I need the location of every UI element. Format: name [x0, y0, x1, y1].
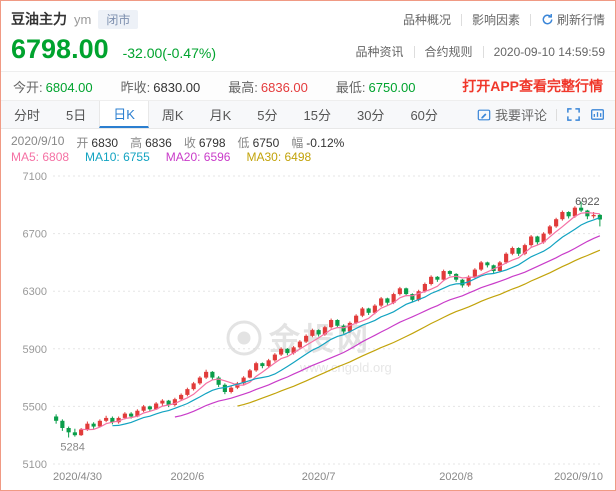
fullscreen-icon	[567, 108, 580, 121]
chart-area: 2020/9/10 开 6830 高 6836 收 6798 低 6750 幅 -0.12% MA…	[1, 129, 615, 488]
stat-item: 今开: 6804.00	[13, 79, 93, 95]
open-app-link[interactable]: 打开APP查看完整行情	[462, 78, 603, 94]
ma-legend-ma20: MA20: 6596	[165, 150, 231, 164]
stat-item: 最低: 6750.00	[335, 79, 416, 95]
svg-text:6700: 6700	[23, 229, 47, 241]
svg-text:6922: 6922	[575, 196, 599, 208]
watermark-logo-dot	[237, 331, 251, 345]
instrument-symbol: ym	[74, 11, 92, 27]
link-variety-overview[interactable]: 品种概况	[402, 13, 451, 27]
header-left: 豆油主力 ym 闭市 6798.00 -32.00(-0.47%)	[11, 9, 216, 65]
ohlc-item: 幅 -0.12%	[291, 136, 345, 150]
stat-item: 昨收: 6830.00	[120, 79, 201, 95]
price-change: -32.00(-0.47%)	[122, 45, 216, 61]
ohlc-item: 开 6830	[76, 136, 119, 150]
ohlc-item: 高 6836	[130, 136, 172, 150]
popout-chart-button[interactable]	[590, 107, 605, 122]
period-tab-1[interactable]: 分时	[14, 108, 41, 123]
svg-text:7100: 7100	[23, 171, 47, 183]
watermark-logo-icon	[226, 320, 262, 356]
comment-pencil-icon	[477, 109, 491, 120]
period-tab-7[interactable]: 15分	[303, 108, 331, 123]
last-price: 6798.00	[11, 34, 109, 64]
tabs-list: 分时 5日 日K 周K 月K 5分 15分 30分 60分	[1, 101, 451, 128]
bar-date: 2020/9/10	[11, 134, 65, 148]
ohlc-item: 收 6798	[183, 136, 226, 150]
ma-legend: MA5: 6808 MA10: 6755 MA20: 6596 MA30: 6498	[7, 149, 609, 166]
grid-layer: 7100 6700 6300 5900 5500 5100	[23, 171, 603, 471]
stat-item: 最高: 6836.00	[228, 79, 308, 95]
period-tab-9[interactable]: 60分	[410, 108, 438, 123]
comment-label: 我要评论	[494, 108, 547, 123]
period-tab-2[interactable]: 5日	[66, 108, 87, 123]
refresh-quotes-button[interactable]: 刷新行情	[541, 11, 605, 28]
svg-text:2020/9/10: 2020/9/10	[554, 471, 603, 483]
svg-text:2020/4/30: 2020/4/30	[53, 471, 102, 483]
divider	[413, 45, 415, 58]
ohlc-info-line: 2020/9/10 开 6830 高 6836 收 6798 低 6750 幅 -0.12%	[7, 132, 609, 150]
candlestick-chart[interactable]: 7100 6700 6300 5900 5500 5100 金投网 www.cngold.…	[7, 166, 609, 488]
tabs-right-controls: 我要评论	[477, 101, 615, 128]
stats-items: 今开: 6804.00 昨收: 6830.00 最高: 6836.00 最低: 6750.00	[13, 77, 444, 96]
svg-text:2020/7: 2020/7	[302, 471, 336, 483]
period-tab-4[interactable]: 周K	[161, 108, 184, 123]
refresh-label: 刷新行情	[556, 13, 605, 27]
divider	[482, 45, 484, 58]
ma-legend-ma5: MA5: 6808	[11, 150, 70, 164]
quote-timestamp: 2020-09-10 14:59:59	[493, 44, 605, 59]
market-status-badge: 闭市	[98, 9, 139, 29]
instrument-name: 豆油主力	[11, 11, 67, 27]
period-tab-6[interactable]: 5分	[257, 108, 278, 123]
fullscreen-button[interactable]	[566, 107, 581, 122]
period-tab-3[interactable]: 日K	[99, 101, 149, 128]
ma-layer	[81, 211, 601, 431]
svg-text:5100: 5100	[23, 459, 47, 471]
header: 豆油主力 ym 闭市 6798.00 -32.00(-0.47%) 品种概况 影…	[1, 1, 615, 71]
svg-text:5500: 5500	[23, 401, 47, 413]
divider	[460, 13, 462, 26]
watermark-url: www.cngold.org	[299, 360, 392, 375]
comment-button[interactable]: 我要评论	[477, 105, 547, 124]
svg-text:5284: 5284	[60, 442, 84, 454]
ma-legend-ma10: MA10: 6755	[85, 150, 150, 164]
stats-bar: 今开: 6804.00 昨收: 6830.00 最高: 6836.00 最低: 6750.00…	[1, 71, 615, 101]
svg-text:2020/6: 2020/6	[171, 471, 205, 483]
divider	[529, 13, 531, 26]
link-influencing-factors[interactable]: 影响因素	[471, 13, 520, 27]
svg-text:5900: 5900	[23, 344, 47, 356]
ohlc-values: 开 6830 高 6836 收 6798 低 6750 幅 -0.12%	[76, 134, 345, 150]
period-tabs-bar: 分时 5日 日K 周K 月K 5分 15分 30分 60分 我要评论	[1, 101, 615, 129]
refresh-icon	[542, 13, 553, 25]
svg-text:6300: 6300	[23, 286, 47, 298]
popout-chart-icon	[591, 109, 604, 120]
link-contract-rules[interactable]: 合约规则	[424, 45, 473, 59]
svg-text:2020/8: 2020/8	[439, 471, 473, 483]
ohlc-item: 低 6750	[237, 136, 280, 150]
axis-label-layer: 5284 6922 2020/4/30 2020/6 2020/7 2020/8 2020/…	[53, 196, 603, 483]
period-tab-8[interactable]: 30分	[356, 108, 385, 123]
watermark-brand: 金投网	[268, 322, 371, 357]
period-tab-5[interactable]: 月K	[209, 108, 232, 123]
link-variety-news[interactable]: 品种资讯	[355, 45, 404, 59]
header-right: 品种概况 影响因素 刷新行情 品种资讯 合约规则 2020-09-10 14:5…	[356, 9, 605, 65]
divider	[556, 108, 557, 121]
ma-legend-ma30: MA30: 6498	[246, 150, 312, 164]
candle-layer	[54, 201, 602, 438]
